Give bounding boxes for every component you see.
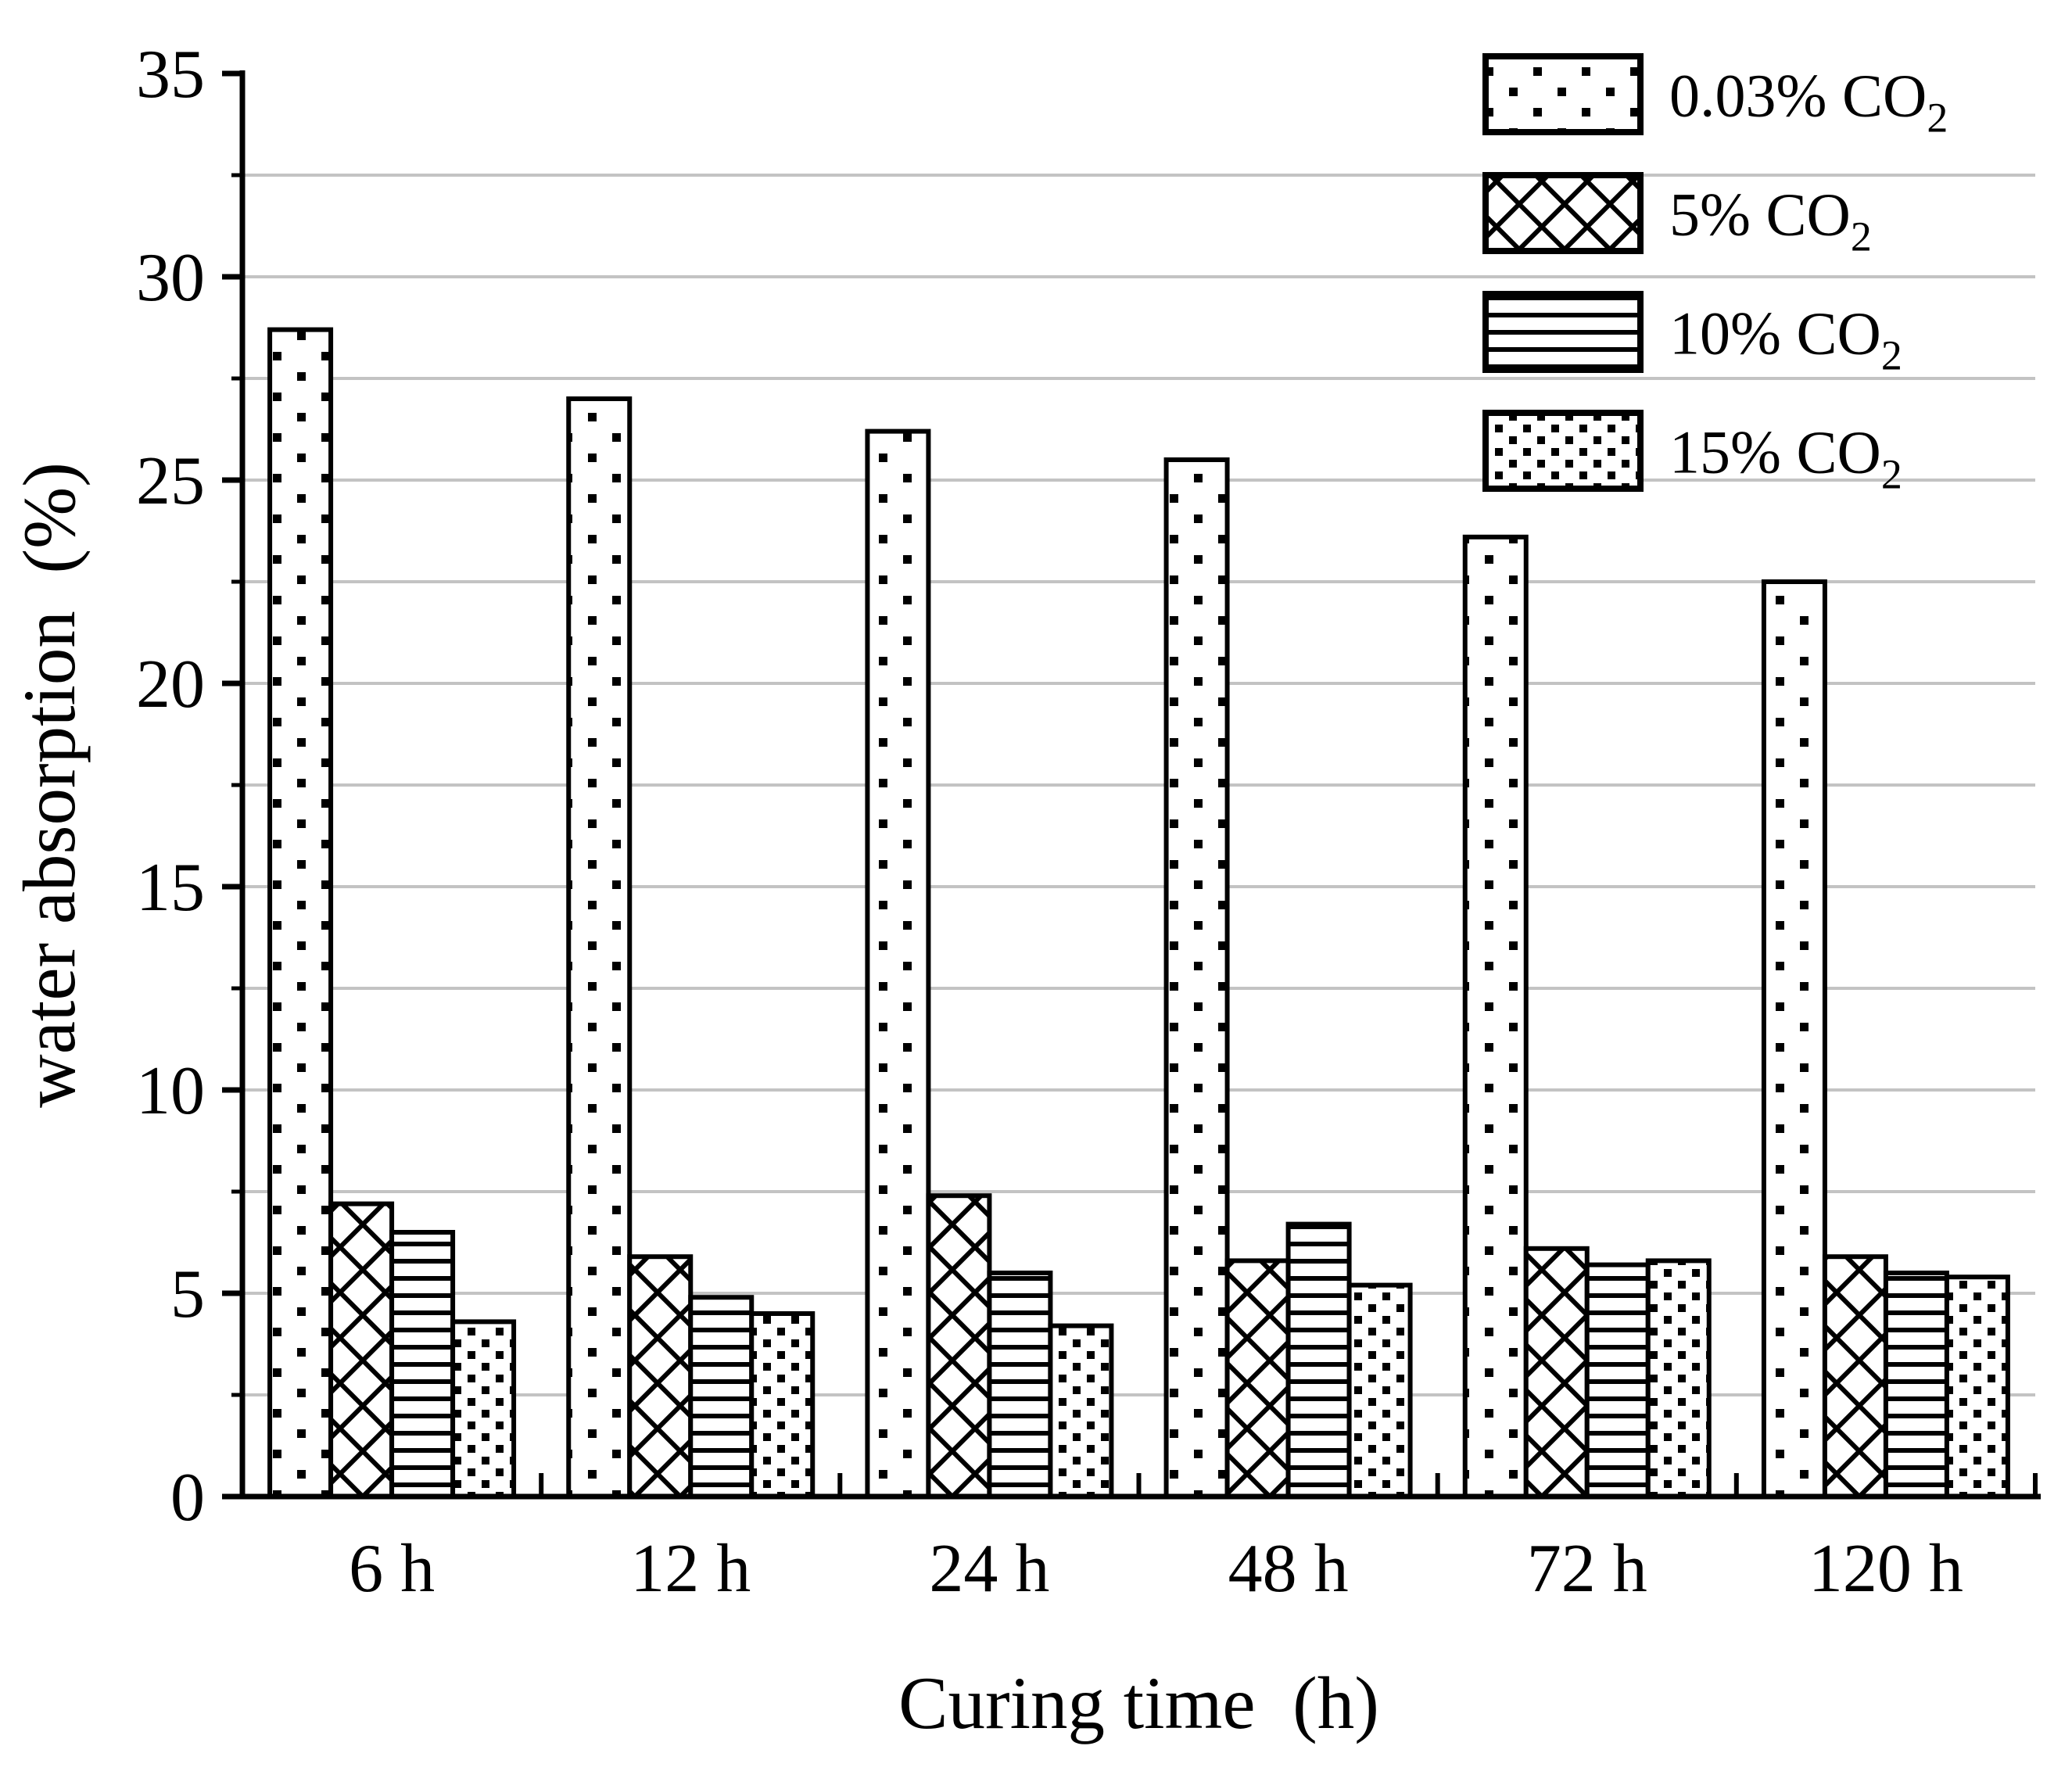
bar [1523,1246,1590,1500]
bar [987,1271,1053,1499]
bar [1163,457,1230,1499]
bar [566,396,633,1499]
bar [1048,1323,1114,1499]
bar [1822,1254,1888,1499]
y-tick-label: 25 [136,443,205,519]
legend-swatch-crosshatch [1482,172,1644,254]
x-tick-label: 12 h [630,1531,751,1607]
bar [1346,1282,1413,1499]
bar [1462,534,1529,1499]
y-axis-title: water absorption (%) [8,462,91,1108]
y-tick-label: 30 [136,240,205,316]
bar [1584,1262,1651,1499]
bar [865,428,931,1499]
legend-label: 5% CO2 [1669,181,1872,260]
y-tick-label: 35 [136,37,205,113]
bar [1645,1258,1712,1500]
bar [328,1201,395,1499]
bar [1285,1221,1352,1499]
bar [749,1311,816,1499]
x-tick-label: 48 h [1228,1531,1349,1607]
bar [926,1193,992,1499]
y-tick-label: 15 [136,850,205,926]
x-tick-label: 6 h [349,1531,435,1607]
legend-swatch-hlines [1482,291,1644,373]
y-tick-label: 5 [170,1257,205,1332]
legend-swatch-sparse-dots [1482,53,1644,135]
bar [389,1230,456,1499]
legend-item: 5% CO2 [1482,172,1872,260]
legend-swatch-dense-dots [1482,410,1644,492]
legend-label: 10% CO2 [1669,299,1902,379]
bar [627,1254,694,1499]
x-tick-label: 24 h [929,1531,1049,1607]
x-tick-label: 120 h [1809,1531,1963,1607]
bar [1761,579,1827,1499]
y-tick-label: 20 [136,647,205,722]
bar [688,1295,755,1499]
legend-label: 0.03% CO2 [1669,62,1948,142]
bar [1944,1274,2010,1499]
legend-item: 0.03% CO2 [1482,53,1948,142]
bar [1883,1271,1949,1499]
legend-item: 15% CO2 [1482,410,1902,498]
legend-item: 10% CO2 [1482,291,1902,379]
bar [450,1319,517,1500]
y-tick-label: 10 [136,1053,205,1129]
bar [267,327,334,1500]
x-axis-title: Curing time (h) [898,1662,1379,1744]
y-tick-label: 0 [170,1460,205,1536]
legend-label: 15% CO2 [1669,418,1902,498]
bar [1224,1258,1291,1500]
x-tick-label: 72 h [1527,1531,1647,1607]
